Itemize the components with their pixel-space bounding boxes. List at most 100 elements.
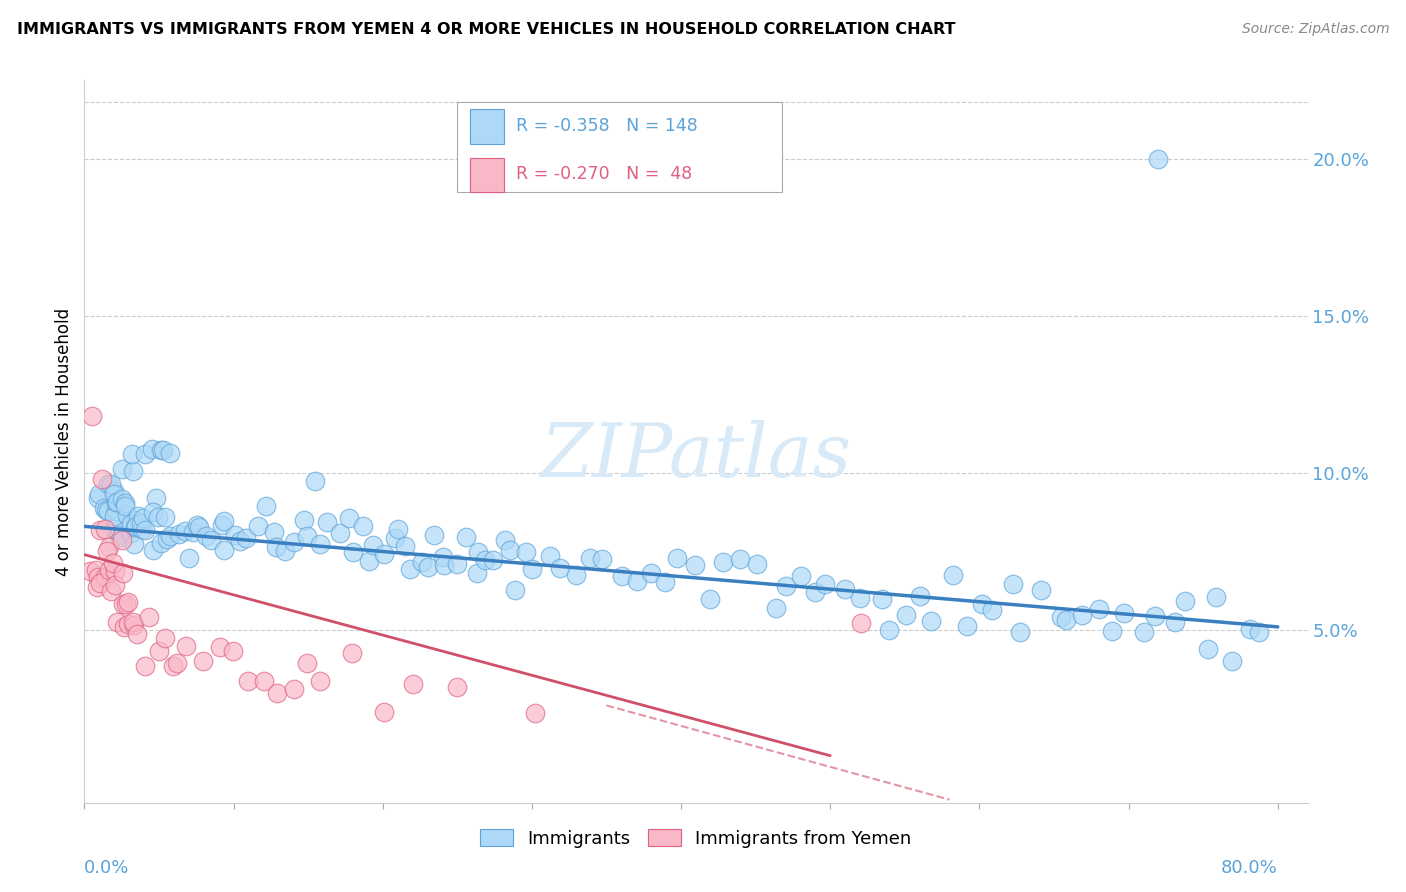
Point [174,639,197,653]
Point [398,562,420,576]
Point [97,540,120,554]
Text: ZIPatlas: ZIPatlas [540,420,852,492]
Point [93,570,115,584]
Point [790,569,813,583]
Point [117,595,139,609]
Point [454,530,477,544]
Point [117,617,139,632]
Point [640,566,662,581]
Point [94,502,117,516]
Point [110,491,132,506]
Point [515,545,537,559]
Point [110,530,132,544]
Point [141,442,163,456]
Point [728,552,751,566]
Point [263,524,285,539]
Point [156,532,179,546]
Point [384,531,406,545]
Point [188,520,211,534]
Point [125,519,148,533]
Point [87,570,110,584]
Point [124,520,146,534]
Point [91,472,114,486]
Point [97,563,120,577]
Point [1101,624,1123,639]
Point [121,446,143,460]
Point [612,569,634,583]
Point [100,584,122,599]
Text: R = -0.270   N =  48: R = -0.270 N = 48 [516,165,692,183]
Point [970,597,993,611]
Point [112,620,135,634]
Point [80,409,103,424]
Point [108,528,131,542]
Point [111,462,134,476]
Point [309,674,332,689]
Point [104,495,127,509]
Point [96,504,118,518]
Point [879,623,901,637]
Point [112,597,135,611]
Point [1049,610,1071,624]
Point [329,526,352,541]
Point [238,674,260,689]
Point [713,555,735,569]
Point [283,534,305,549]
Point [84,564,107,578]
Point [167,526,190,541]
Point [152,442,174,457]
Point [357,554,380,568]
Point [264,540,287,554]
Point [131,522,153,536]
Point [1147,152,1170,166]
Point [387,522,409,536]
Point [1008,625,1031,640]
Point [235,531,257,545]
Point [342,545,364,559]
Point [159,529,181,543]
Point [295,528,318,542]
Y-axis label: 4 or more Vehicles in Household: 4 or more Vehicles in Household [55,308,73,575]
Point [104,504,127,518]
Point [148,510,170,524]
Point [208,640,231,654]
Point [1112,607,1135,621]
Point [295,657,318,671]
Point [775,579,797,593]
Point [765,601,787,615]
Point [339,511,361,525]
Point [159,446,181,460]
Point [505,582,527,597]
Text: IMMIGRANTS VS IMMIGRANTS FROM YEMEN 4 OR MORE VEHICLES IN HOUSEHOLD CORRELATION : IMMIGRANTS VS IMMIGRANTS FROM YEMEN 4 OR… [17,22,955,37]
Point [1132,624,1154,639]
Point [363,538,385,552]
Point [138,610,160,624]
Point [186,518,208,533]
Point [120,525,142,540]
Point [256,500,278,514]
Point [179,551,201,566]
Point [127,627,149,641]
Point [105,495,128,509]
Point [246,518,269,533]
Point [538,549,561,564]
Point [134,447,156,461]
Point [122,615,145,629]
Point [849,591,872,605]
Point [103,509,125,524]
Point [114,499,136,513]
Text: 0.0%: 0.0% [84,859,129,878]
Point [105,615,128,629]
Point [200,533,222,547]
Point [212,543,235,558]
Text: Source: ZipAtlas.com: Source: ZipAtlas.com [1241,22,1389,37]
Point [103,522,125,536]
Point [665,550,688,565]
Point [153,631,176,645]
Point [100,477,122,491]
Point [942,568,965,582]
Point [591,552,613,566]
Point [86,580,108,594]
Point [134,523,156,537]
Point [148,644,170,658]
